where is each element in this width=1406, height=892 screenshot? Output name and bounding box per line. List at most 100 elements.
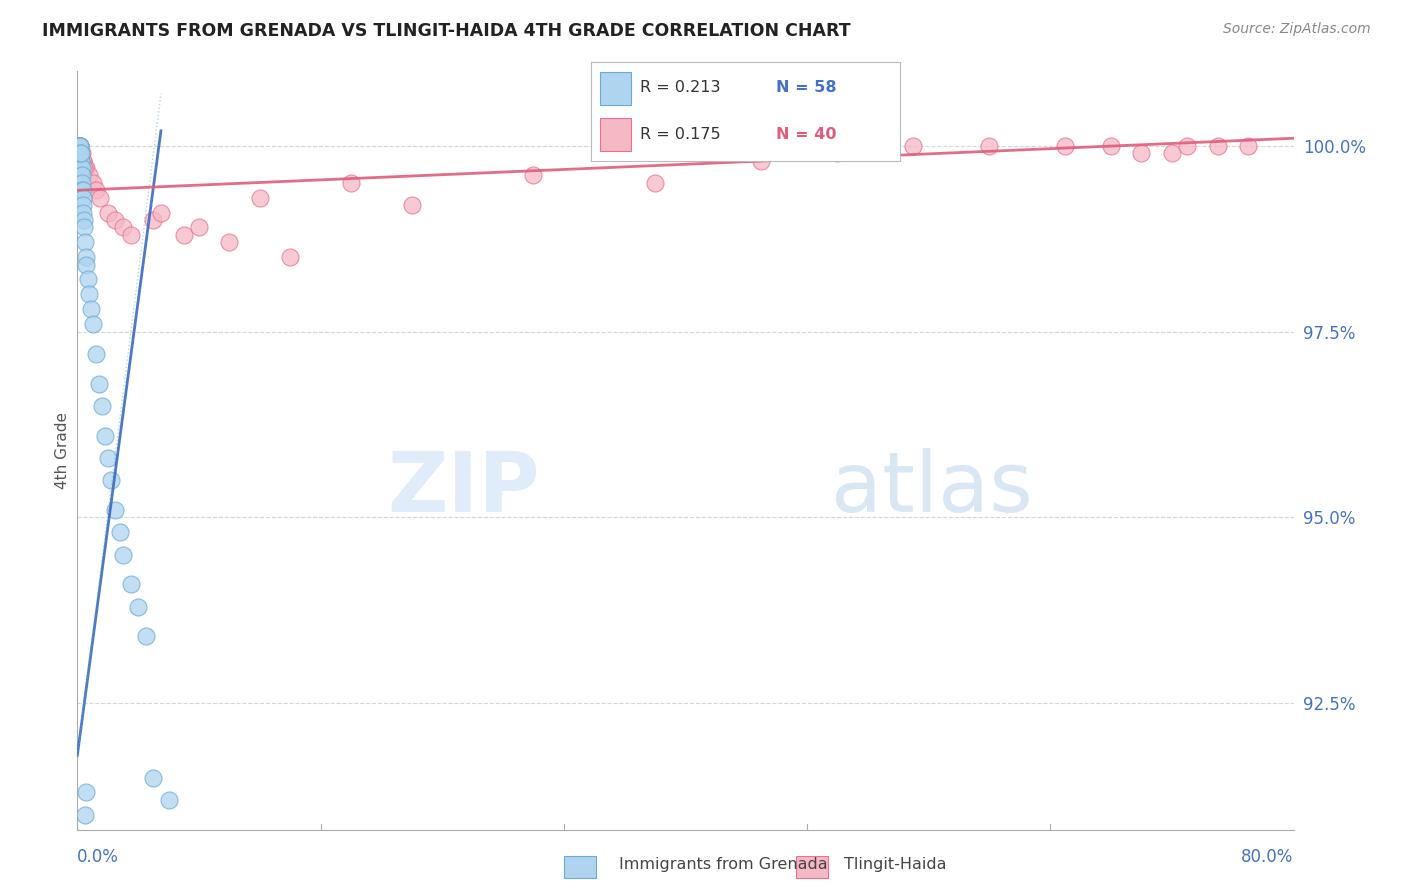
- Point: [67, 138, 90, 153]
- Text: R = 0.175: R = 0.175: [640, 127, 721, 142]
- Point: [401, 198, 423, 212]
- Point: [67, 138, 90, 153]
- Point: [93, 428, 115, 442]
- Point: [82, 317, 104, 331]
- Point: [1175, 138, 1198, 153]
- Point: [69, 153, 91, 168]
- Point: [70, 169, 93, 183]
- Point: [80, 302, 103, 317]
- Point: [72, 191, 94, 205]
- Point: [69, 146, 91, 161]
- Point: [73, 161, 96, 175]
- Point: [70, 176, 93, 190]
- Point: [69, 153, 91, 168]
- Text: Immigrants from Grenada: Immigrants from Grenada: [619, 857, 827, 872]
- Point: [72, 183, 94, 197]
- Point: [87, 376, 110, 391]
- Point: [188, 220, 211, 235]
- Point: [73, 213, 96, 227]
- Point: [127, 599, 149, 614]
- Point: [69, 146, 91, 161]
- Point: [69, 138, 91, 153]
- Point: [73, 807, 96, 822]
- Text: N = 58: N = 58: [776, 80, 837, 95]
- Point: [97, 205, 120, 219]
- Point: [142, 213, 165, 227]
- Text: R = 0.213: R = 0.213: [640, 80, 720, 95]
- Point: [69, 138, 91, 153]
- Text: atlas: atlas: [831, 448, 1033, 529]
- Point: [67, 138, 90, 153]
- Point: [979, 138, 1001, 153]
- Point: [100, 473, 122, 487]
- Text: Source: ZipAtlas.com: Source: ZipAtlas.com: [1223, 22, 1371, 37]
- Text: ZIP: ZIP: [387, 448, 540, 529]
- Point: [135, 629, 157, 643]
- Point: [75, 258, 97, 272]
- Point: [70, 169, 93, 183]
- Point: [67, 138, 90, 153]
- Point: [70, 146, 93, 161]
- Point: [249, 191, 271, 205]
- Point: [67, 138, 90, 153]
- Point: [73, 161, 96, 175]
- Point: [108, 525, 131, 540]
- Point: [104, 213, 127, 227]
- Point: [69, 138, 91, 153]
- Point: [84, 183, 107, 197]
- Y-axis label: 4th Grade: 4th Grade: [55, 412, 70, 489]
- Point: [69, 138, 91, 153]
- Point: [70, 146, 93, 161]
- Point: [903, 138, 925, 153]
- Point: [72, 198, 94, 212]
- Point: [75, 161, 97, 175]
- Bar: [564, 855, 596, 879]
- Point: [1130, 146, 1153, 161]
- Bar: [600, 72, 631, 104]
- Point: [67, 138, 90, 153]
- Point: [70, 161, 93, 175]
- Point: [67, 138, 90, 153]
- Point: [72, 205, 94, 219]
- Point: [72, 153, 94, 168]
- Point: [1099, 138, 1122, 153]
- Point: [67, 138, 90, 153]
- Point: [67, 138, 90, 153]
- Point: [70, 183, 93, 197]
- Point: [67, 138, 90, 153]
- Point: [1206, 138, 1229, 153]
- Point: [75, 250, 97, 264]
- Point: [120, 577, 142, 591]
- Point: [69, 161, 91, 175]
- Text: 0.0%: 0.0%: [77, 848, 120, 866]
- Point: [1054, 138, 1077, 153]
- Point: [70, 146, 93, 161]
- Bar: [796, 855, 828, 879]
- Point: [149, 205, 172, 219]
- Point: [73, 220, 96, 235]
- Point: [751, 153, 773, 168]
- Point: [69, 146, 91, 161]
- Point: [72, 153, 94, 168]
- Point: [97, 450, 120, 465]
- Point: [67, 138, 90, 153]
- Point: [111, 548, 134, 562]
- Point: [69, 146, 91, 161]
- Point: [173, 227, 195, 242]
- Point: [89, 191, 111, 205]
- Point: [90, 399, 112, 413]
- Point: [69, 138, 91, 153]
- Point: [1161, 146, 1184, 161]
- Point: [84, 347, 107, 361]
- Point: [142, 771, 165, 785]
- Point: [522, 169, 544, 183]
- Point: [104, 503, 127, 517]
- Text: N = 40: N = 40: [776, 127, 837, 142]
- Point: [82, 176, 104, 190]
- Point: [644, 176, 666, 190]
- Point: [73, 235, 96, 250]
- Point: [340, 176, 363, 190]
- Point: [1237, 138, 1260, 153]
- Point: [79, 287, 101, 301]
- Point: [67, 138, 90, 153]
